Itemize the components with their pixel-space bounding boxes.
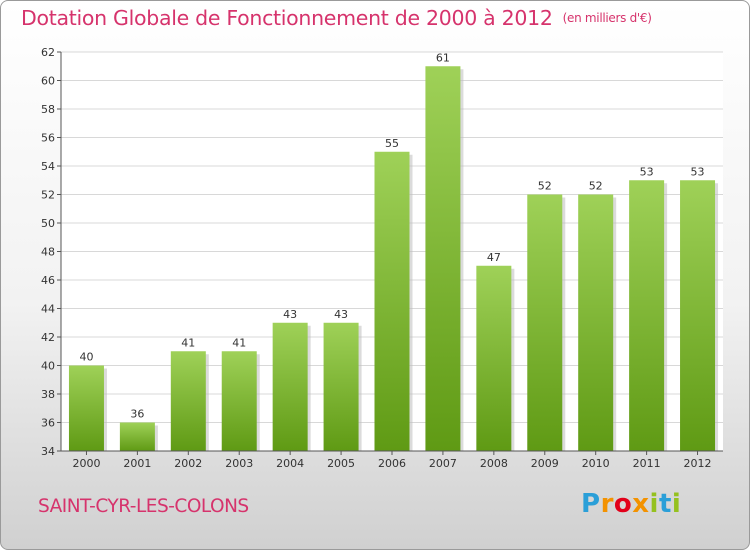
bars: 40 36 41 41 43 43 55 61 47 52 52 53 53 bbox=[68, 51, 719, 451]
y-tick-label: 38 bbox=[41, 388, 55, 401]
proxiti-logo[interactable]: Proxiti bbox=[581, 489, 681, 519]
x-tick-label: 2004 bbox=[276, 457, 304, 470]
y-tick-label: 62 bbox=[41, 46, 55, 59]
y-axis: 34 36 38 40 42 44 46 48 50 52 54 56 58 60 62 bbox=[41, 46, 62, 458]
x-tick-label: 2010 bbox=[582, 457, 610, 470]
bar bbox=[119, 422, 155, 451]
y-tick-label: 40 bbox=[41, 360, 55, 373]
bar-value-label: 47 bbox=[487, 251, 501, 264]
y-tick-label: 36 bbox=[41, 417, 55, 430]
x-tick-label: 2011 bbox=[633, 457, 661, 470]
bar-value-label: 40 bbox=[79, 351, 93, 364]
logo-letter: P bbox=[581, 489, 601, 519]
x-tick-label: 2003 bbox=[225, 457, 253, 470]
bar bbox=[374, 151, 410, 451]
x-tick-label: 2001 bbox=[123, 457, 151, 470]
commune-name: SAINT-CYR-LES-COLONS bbox=[38, 496, 249, 517]
logo-letter: t bbox=[658, 489, 672, 519]
x-tick-label: 2007 bbox=[429, 457, 457, 470]
bar bbox=[476, 265, 512, 451]
bar-value-label: 55 bbox=[385, 137, 399, 150]
y-tick-label: 34 bbox=[41, 445, 55, 458]
y-tick-label: 48 bbox=[41, 246, 55, 259]
bar-value-label: 53 bbox=[640, 165, 654, 178]
logo-letter: o bbox=[613, 489, 633, 519]
bar-value-label: 41 bbox=[232, 336, 246, 349]
y-tick-label: 58 bbox=[41, 103, 55, 116]
x-tick-label: 2008 bbox=[480, 457, 508, 470]
x-axis: 2000 2001 2002 2003 2004 2005 2006 2007 2008 2009… bbox=[61, 450, 723, 470]
bar bbox=[578, 194, 614, 451]
x-tick-label: 2009 bbox=[531, 457, 559, 470]
bar bbox=[680, 180, 716, 451]
y-tick-label: 50 bbox=[41, 217, 55, 230]
chart-title: Dotation Globale de Fonctionnement de 20… bbox=[21, 6, 652, 30]
logo-letter: i bbox=[649, 489, 659, 519]
chart-unit: (en milliers d'€) bbox=[562, 11, 652, 25]
logo-letter: x bbox=[632, 489, 650, 519]
bar bbox=[629, 180, 665, 451]
bar bbox=[68, 365, 104, 451]
bar-value-label: 43 bbox=[283, 308, 297, 321]
y-tick-label: 44 bbox=[41, 303, 55, 316]
y-tick-label: 56 bbox=[41, 132, 55, 145]
y-tick-label: 46 bbox=[41, 274, 55, 287]
bar-value-label: 52 bbox=[538, 180, 552, 193]
y-tick-label: 42 bbox=[41, 331, 55, 344]
bar-value-label: 43 bbox=[334, 308, 348, 321]
x-tick-label: 2006 bbox=[378, 457, 406, 470]
bar-value-label: 36 bbox=[130, 408, 144, 421]
bar-value-label: 53 bbox=[691, 165, 705, 178]
bar-value-label: 52 bbox=[589, 180, 603, 193]
chart-title-text: Dotation Globale de Fonctionnement de 20… bbox=[21, 6, 553, 30]
bar bbox=[425, 66, 461, 451]
x-tick-label: 2000 bbox=[72, 457, 100, 470]
bar-value-label: 61 bbox=[436, 51, 450, 64]
y-tick-label: 54 bbox=[41, 160, 55, 173]
bar bbox=[527, 194, 563, 451]
logo-letter: i bbox=[671, 489, 682, 519]
bar bbox=[170, 351, 206, 451]
y-tick-label: 52 bbox=[41, 189, 55, 202]
bar bbox=[323, 322, 359, 451]
bar-value-label: 41 bbox=[181, 336, 195, 349]
bar bbox=[221, 351, 257, 451]
logo-letter: r bbox=[600, 489, 614, 519]
y-tick-label: 60 bbox=[41, 75, 55, 88]
bar bbox=[272, 322, 308, 451]
x-tick-label: 2012 bbox=[684, 457, 712, 470]
x-tick-label: 2002 bbox=[174, 457, 202, 470]
x-tick-label: 2005 bbox=[327, 457, 355, 470]
